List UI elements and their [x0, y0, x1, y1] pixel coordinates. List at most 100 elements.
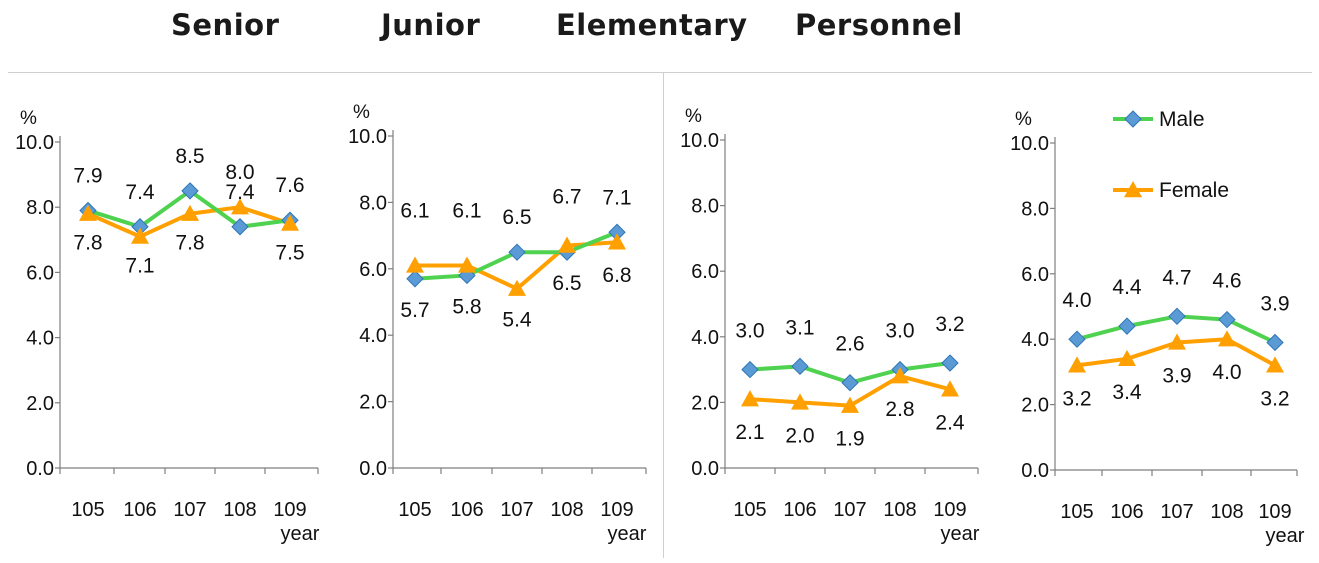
chart-1-male-point — [508, 243, 526, 261]
chart-2-x-tick-label: 106 — [783, 499, 816, 521]
chart-3-female-point — [1118, 349, 1136, 367]
chart-2-female-data-label: 2.8 — [885, 398, 914, 421]
chart-2-y-tick-label: 4.0 — [691, 327, 719, 349]
chart-3-female-point — [1068, 356, 1086, 373]
title-junior: Junior — [381, 8, 481, 42]
chart-1-y-unit: % — [353, 102, 370, 123]
legend-male-marker — [1124, 110, 1142, 128]
chart-2-male-data-label: 3.0 — [735, 320, 764, 343]
top-divider — [8, 72, 1312, 73]
chart-3-male-point — [1168, 307, 1186, 326]
chart-1-y-tick-label: 2.0 — [359, 392, 387, 414]
chart-3-female-data-label: 3.2 — [1260, 387, 1289, 410]
chart-3-male-point — [1218, 310, 1236, 329]
chart-1-female-point — [558, 236, 576, 253]
chart-0-x-tick-label: 106 — [123, 499, 156, 521]
chart-2-y-tick-label: 2.0 — [691, 392, 719, 414]
chart-1-female-data-label: 6.1 — [452, 199, 481, 222]
chart-3-male-point — [1068, 330, 1086, 348]
chart-0-female-point — [281, 214, 299, 231]
chart-1-male-data-label: 5.8 — [452, 295, 481, 318]
chart-3-male-data-label: 4.7 — [1162, 266, 1191, 289]
legend-female-label: Female — [1159, 179, 1229, 202]
chart-1-x-tick-label: 108 — [550, 499, 583, 521]
chart-0-x-tick-label: 107 — [173, 499, 206, 521]
chart-3-x-unit: year — [1266, 525, 1305, 547]
chart-3-x-tick-label: 106 — [1110, 501, 1143, 523]
chart-0-y-tick-label: 8.0 — [26, 197, 54, 219]
chart-0-x-tick-label: 108 — [223, 499, 256, 521]
chart-3-female-data-label: 4.0 — [1212, 361, 1241, 384]
title-elementary: Elementary — [556, 8, 748, 42]
chart-2-female-point — [891, 367, 909, 384]
chart-2-female-point — [941, 380, 959, 397]
chart-1-male-point — [406, 270, 424, 288]
chart-3-female-data-label: 3.2 — [1062, 387, 1091, 410]
chart-1-female-point — [458, 256, 476, 273]
chart-0-female-data-label: 8.0 — [225, 161, 254, 184]
chart-3-female-data-label: 3.9 — [1162, 364, 1191, 387]
chart-0-x-tick-label: 109 — [273, 499, 306, 521]
chart-1-male-data-label: 6.5 — [552, 272, 581, 295]
chart-3-y-tick-label: 2.0 — [1021, 395, 1049, 417]
chart-1-female-data-label: 5.4 — [502, 309, 532, 332]
chart-1-y-tick-label: 6.0 — [359, 259, 387, 281]
chart-2-male-data-label: 2.6 — [835, 333, 864, 356]
chart-2-x-tick-label: 105 — [733, 499, 766, 521]
chart-1-x-tick-label: 105 — [398, 499, 431, 521]
chart-3-male-point — [1266, 333, 1284, 352]
chart-2-y-tick-label: 0.0 — [691, 458, 719, 480]
legend-male-label: Male — [1159, 108, 1205, 131]
chart-3-female-point — [1218, 330, 1236, 347]
title-personnel: Personnel — [795, 8, 963, 42]
chart-1-x-tick-label: 107 — [500, 499, 533, 521]
chart-2-male-data-label: 3.2 — [935, 313, 964, 336]
chart-0-female-point — [181, 204, 199, 221]
chart-1-female-point — [608, 233, 626, 250]
chart-3-y-unit: % — [1015, 109, 1032, 130]
chart-1-y-tick-label: 4.0 — [359, 325, 387, 347]
chart-2-y-unit: % — [685, 106, 702, 127]
chart-1-female-point — [508, 279, 526, 296]
chart-2-y-tick-label: 10.0 — [680, 130, 719, 152]
chart-0-male-data-label: 7.4 — [125, 181, 155, 204]
chart-2-female-point — [791, 393, 809, 410]
chart-0-male-point — [181, 182, 199, 200]
chart-0-y-tick-label: 4.0 — [26, 328, 54, 350]
chart-2-y-tick-label: 8.0 — [691, 196, 719, 218]
chart-0-x-unit: year — [281, 523, 320, 545]
chart-0-female-data-label: 7.5 — [275, 242, 304, 265]
chart-2-female-data-label: 2.4 — [935, 411, 965, 434]
chart-2-male-point — [841, 374, 859, 392]
chart-2-female-data-label: 1.9 — [835, 428, 864, 451]
chart-0-y-tick-label: 0.0 — [26, 458, 54, 480]
chart-1-x-tick-label: 109 — [600, 499, 633, 521]
chart-0-male-data-label: 7.4 — [225, 181, 255, 204]
chart-3-y-tick-label: 4.0 — [1021, 329, 1049, 351]
chart-1-x-unit: year — [608, 523, 647, 545]
chart-2-female-data-label: 2.0 — [785, 424, 814, 447]
chart-1-y-tick-label: 0.0 — [359, 458, 387, 480]
chart-2-male-point — [941, 354, 959, 372]
chart-1-female-data-label: 6.7 — [552, 186, 581, 209]
chart-1-y-tick-label: 8.0 — [359, 192, 387, 214]
chart-1-female-point — [406, 256, 424, 273]
chart-0-x-tick-label: 105 — [71, 499, 104, 521]
chart-3-female-point — [1168, 333, 1186, 350]
chart-3-male-data-label: 4.0 — [1062, 289, 1091, 312]
chart-3-female-point — [1266, 356, 1284, 373]
chart-3-y-tick-label: 0.0 — [1021, 460, 1049, 482]
chart-3-x-tick-label: 108 — [1210, 501, 1243, 523]
chart-2-male-data-label: 3.0 — [885, 320, 914, 343]
chart-2-y-tick-label: 6.0 — [691, 261, 719, 283]
chart-1-x-tick-label: 106 — [450, 499, 483, 521]
chart-0-female-data-label: 7.8 — [175, 232, 204, 255]
chart-3-x-tick-label: 107 — [1160, 501, 1193, 523]
chart-1-male-data-label: 6.5 — [502, 206, 531, 229]
chart-1-male-data-label: 7.1 — [602, 186, 631, 209]
chart-3-y-tick-label: 6.0 — [1021, 264, 1049, 286]
chart-2-male-point — [741, 360, 759, 379]
chart-3-male-data-label: 4.4 — [1112, 276, 1142, 299]
